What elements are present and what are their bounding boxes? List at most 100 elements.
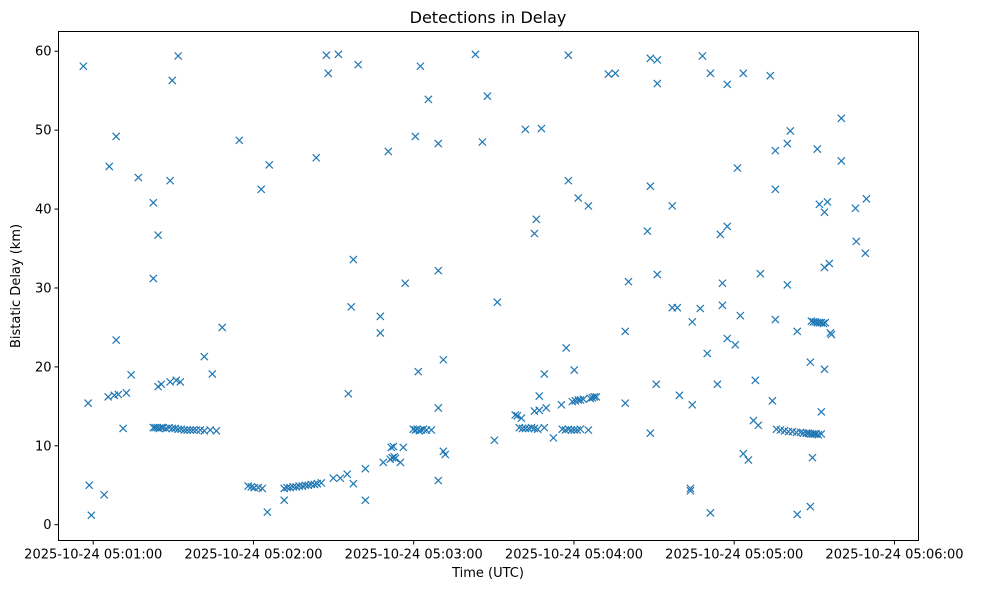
- data-point: [814, 430, 823, 439]
- data-point: [815, 200, 824, 209]
- data-point: [344, 389, 353, 398]
- data-point: [733, 163, 742, 173]
- data-point: [159, 423, 168, 432]
- data-point: [391, 454, 400, 463]
- data-point: [540, 369, 549, 379]
- data-point: [653, 270, 662, 279]
- data-point: [696, 304, 705, 313]
- data-point: [621, 399, 630, 408]
- data-point: [384, 147, 393, 156]
- data-point: [424, 95, 433, 104]
- data-point: [579, 395, 588, 404]
- data-point: [716, 230, 725, 239]
- data-point: [653, 79, 662, 88]
- data-point: [584, 201, 593, 210]
- data-point: [837, 114, 846, 123]
- data-point: [134, 173, 143, 182]
- data-point: [112, 336, 121, 345]
- data-point: [744, 455, 753, 465]
- data-point: [646, 429, 655, 438]
- data-point: [263, 508, 272, 517]
- data-point: [416, 62, 425, 71]
- data-point: [820, 263, 829, 272]
- data-point: [768, 396, 777, 405]
- data-point: [646, 54, 655, 63]
- data-point: [414, 367, 423, 376]
- data-point: [208, 369, 217, 379]
- data-point: [517, 414, 526, 423]
- data-point: [817, 429, 826, 438]
- data-point: [736, 311, 745, 320]
- data-point: [162, 424, 171, 433]
- data-point: [688, 317, 697, 326]
- data-point: [324, 69, 333, 78]
- data-point: [557, 400, 566, 409]
- data-point: [336, 474, 345, 483]
- data-point: [483, 92, 492, 101]
- y-tick-label: 30: [35, 281, 52, 296]
- data-point: [783, 139, 792, 148]
- data-point: [166, 377, 175, 386]
- data-point: [174, 51, 183, 60]
- data-point: [490, 436, 499, 445]
- data-point: [471, 50, 480, 59]
- data-point: [349, 479, 358, 488]
- y-tick-label: 50: [35, 124, 52, 139]
- chart-title: Detections in Delay: [410, 8, 567, 27]
- data-point: [652, 380, 661, 389]
- data-point: [527, 423, 536, 432]
- data-point: [521, 125, 530, 134]
- data-point: [513, 411, 522, 420]
- data-point: [310, 480, 319, 489]
- data-point: [434, 266, 443, 275]
- data-point: [84, 399, 93, 408]
- data-point: [200, 352, 209, 361]
- data-point: [399, 443, 408, 452]
- y-axis-label: Bistatic Delay (km): [9, 224, 24, 348]
- y-tick-label: 0: [43, 518, 51, 533]
- data-point: [347, 302, 356, 311]
- data-point: [783, 280, 792, 289]
- data-point: [723, 334, 732, 343]
- data-point: [820, 208, 829, 217]
- data-point: [688, 400, 697, 409]
- data-point: [114, 390, 123, 399]
- data-point: [806, 358, 815, 367]
- x-tick-label: 2025-10-24 05:01:00: [24, 548, 162, 563]
- data-point: [157, 380, 166, 389]
- data-point: [686, 486, 695, 495]
- data-point: [361, 464, 370, 473]
- data-point: [186, 425, 195, 435]
- data-point: [104, 392, 113, 401]
- data-point: [387, 443, 396, 452]
- x-tick-label: 2025-10-24 05:06:00: [825, 548, 963, 563]
- data-point: [258, 484, 267, 493]
- data-point: [183, 425, 192, 435]
- data-point: [549, 433, 558, 442]
- data-point: [751, 376, 760, 385]
- data-point: [576, 425, 585, 434]
- data-point: [862, 194, 871, 203]
- data-point: [537, 124, 546, 133]
- data-point: [401, 279, 410, 288]
- data-point: [624, 277, 633, 286]
- data-point: [535, 392, 544, 401]
- data-point: [334, 50, 343, 59]
- data-point: [530, 229, 539, 238]
- x-tick-label: 2025-10-24 05:02:00: [184, 548, 322, 563]
- data-point: [122, 388, 131, 397]
- data-point: [819, 319, 828, 328]
- data-point: [564, 51, 573, 60]
- data-point: [434, 403, 443, 412]
- data-point: [388, 453, 397, 462]
- data-point: [562, 343, 571, 352]
- data-point: [427, 425, 436, 435]
- y-tick-label: 20: [35, 360, 52, 375]
- data-point: [112, 132, 121, 141]
- data-point: [806, 502, 815, 511]
- data-point: [823, 197, 832, 206]
- data-point: [247, 482, 256, 491]
- data-point: [713, 380, 722, 389]
- data-point: [793, 327, 802, 336]
- data-point: [166, 176, 175, 185]
